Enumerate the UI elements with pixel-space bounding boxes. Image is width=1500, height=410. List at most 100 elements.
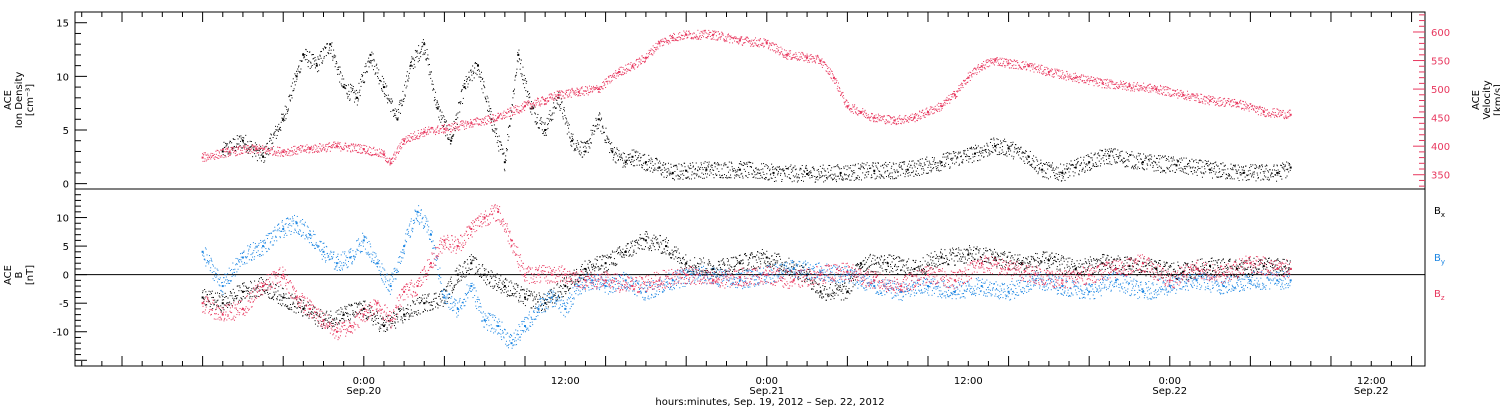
density-series-point	[1108, 154, 1111, 157]
b-series-by-point	[524, 325, 526, 328]
velocity-series-point	[644, 56, 647, 59]
b-series-bx-point	[362, 307, 365, 310]
b-series-by-point	[1007, 290, 1010, 293]
density-series-point	[302, 53, 305, 56]
velocity-series-point	[765, 42, 768, 45]
velocity-series-point	[994, 59, 997, 62]
b-series-bx-point	[665, 245, 668, 248]
b-series-bx-point	[503, 285, 506, 288]
velocity-series-point	[859, 110, 862, 113]
velocity-series	[201, 29, 1292, 166]
b-series-bz-point	[429, 262, 432, 265]
b-series-bx-point	[846, 290, 849, 293]
b-series-bx-point	[819, 290, 822, 293]
b-series-bz-point	[1115, 267, 1118, 270]
magnetic-field-panel: -10 -5 0 5 10 Bx By Bz	[53, 188, 1445, 367]
density-series-point	[1289, 166, 1292, 169]
b-series-bz-point	[1061, 279, 1064, 282]
velocity-series-point	[980, 65, 983, 68]
b-series-bz-point	[1276, 267, 1279, 270]
b-series-by-point	[577, 285, 580, 288]
b-series-by-point	[443, 296, 446, 299]
b-series-bz-point	[349, 325, 352, 328]
x-tick-date: Sep.21	[749, 386, 784, 397]
velocity-series-point	[557, 93, 560, 96]
velocity-series-point	[201, 156, 204, 159]
b-series-bx-point	[456, 273, 459, 276]
b-series-bz-point	[900, 285, 903, 288]
legend-by: By	[1434, 253, 1445, 266]
velocity-series-point	[712, 33, 715, 36]
b-series-by-point	[792, 267, 795, 270]
bfield-ylabel: ACE B [nT]	[3, 265, 36, 285]
density-velocity-panel: 0 5 10 15 350 400 450 500 550 600	[56, 11, 1450, 191]
b-series-bx-point	[470, 262, 473, 265]
density-series-point	[1088, 161, 1091, 164]
b-series-by-point	[873, 285, 876, 288]
b-series-bx-point	[604, 262, 607, 265]
legend-bx: Bx	[1434, 206, 1445, 219]
right-tick-label: 450	[1431, 114, 1450, 125]
b-series-by-point	[537, 307, 540, 310]
b-series-bz-point	[738, 276, 741, 279]
density-series-point	[295, 75, 298, 78]
velocity-series-point	[1289, 113, 1292, 116]
b-series-bz-point	[712, 279, 715, 282]
left-tick-label: 0	[63, 180, 69, 191]
density-series-point	[241, 139, 244, 142]
density-series-point	[906, 168, 909, 171]
density-series-point	[571, 139, 574, 142]
b-series-bz-point	[262, 285, 265, 288]
density-series-point	[839, 171, 842, 174]
b-series-bz-point	[1289, 267, 1292, 270]
b-series-bz-point	[926, 273, 929, 276]
velocity-series-point	[309, 148, 312, 151]
b-series-by-point	[900, 290, 903, 293]
b-series-bz-point	[295, 296, 298, 299]
b-series-bx-point	[624, 250, 627, 253]
velocity-series-point	[544, 99, 547, 102]
b-series-bx-point	[1101, 262, 1104, 265]
x-tick-time: 12:00	[551, 376, 580, 387]
velocity-series-point	[382, 153, 385, 156]
density-series-point	[544, 129, 547, 131]
b-series-bz-point	[309, 307, 312, 310]
bfield-ylabel-line: ACE	[3, 265, 14, 285]
density-series-point	[806, 172, 809, 175]
density-series-point	[409, 64, 412, 67]
b-series-bx-point	[201, 296, 204, 299]
b-series-bx-point	[1209, 265, 1212, 268]
left-tick-label: 10	[56, 72, 69, 83]
density-series-point	[1141, 161, 1144, 164]
bfield-ylabel-line: B	[14, 271, 25, 278]
density-series-point	[1242, 171, 1245, 174]
b-series-bx-point	[967, 253, 970, 256]
b-series-bz-point	[564, 273, 567, 276]
velocity-series-point	[832, 76, 835, 79]
velocity-series-point	[1209, 99, 1212, 102]
velocity-series-point	[423, 130, 426, 133]
b-series-bz-point	[483, 216, 486, 219]
b-series-by-point	[1249, 279, 1252, 282]
b-series-by-point	[1289, 279, 1292, 282]
b-series-by-point	[309, 233, 312, 236]
b-series-by-point	[322, 250, 325, 253]
bottom-tick-label: -5	[59, 299, 69, 310]
b-series-by-point	[282, 227, 285, 230]
density-series	[221, 39, 1292, 183]
b-series-bx-point	[221, 302, 224, 305]
b-series-by-point	[497, 325, 500, 328]
velocity-series-point	[497, 116, 500, 119]
right-tick-label: 350	[1431, 171, 1450, 182]
velocity-series-point	[403, 139, 406, 142]
b-series-bz-point	[765, 273, 768, 276]
b-series-by-point	[403, 245, 406, 248]
velocity-series-point	[913, 116, 916, 119]
b-series-bz-point	[322, 319, 325, 322]
density-series-point	[873, 169, 876, 172]
b-series-by-point	[591, 279, 594, 282]
velocity-series-point	[926, 110, 929, 113]
density-series-point	[423, 43, 426, 46]
velocity-series-point	[443, 128, 446, 131]
